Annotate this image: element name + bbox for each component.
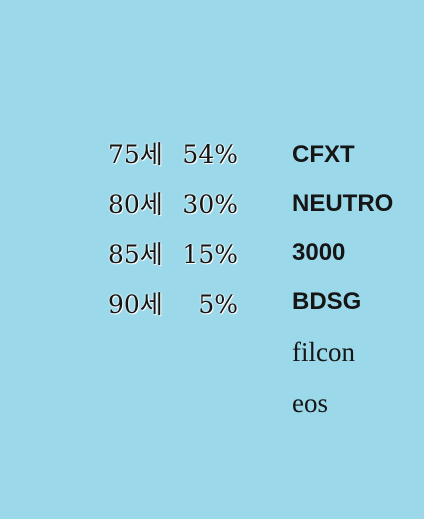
keyword-filcon: filcon: [292, 337, 355, 367]
keyword-eos: eos: [292, 388, 328, 418]
age-label: 80세: [108, 190, 163, 219]
keyword-bdsg: BDSG: [292, 288, 362, 315]
age-label: 90세: [108, 290, 163, 319]
age-percentage: 54%: [182, 140, 238, 169]
age-row-90: 90세 5%: [108, 289, 238, 339]
keyword-neutro: NEUTRO: [292, 190, 394, 217]
age-label: 75세: [108, 140, 163, 169]
keyword-cfxt: CFXT: [292, 141, 355, 168]
age-row-85: 85세 15%: [108, 239, 238, 289]
age-percentage: 30%: [182, 190, 238, 219]
age-label: 85세: [108, 240, 163, 269]
age-row-80: 80세 30%: [108, 189, 238, 239]
age-percentage-list: 75세 54% 80세 30% 85세 15% 90세 5%: [108, 139, 238, 339]
keyword-list: CFXT NEUTRO 3000 BDSG filcon eos: [292, 139, 422, 437]
keyword-3000: 3000: [292, 239, 346, 266]
age-row-75: 75세 54%: [108, 139, 238, 189]
age-percentage: 5%: [198, 290, 238, 319]
age-percentage: 15%: [182, 240, 238, 269]
